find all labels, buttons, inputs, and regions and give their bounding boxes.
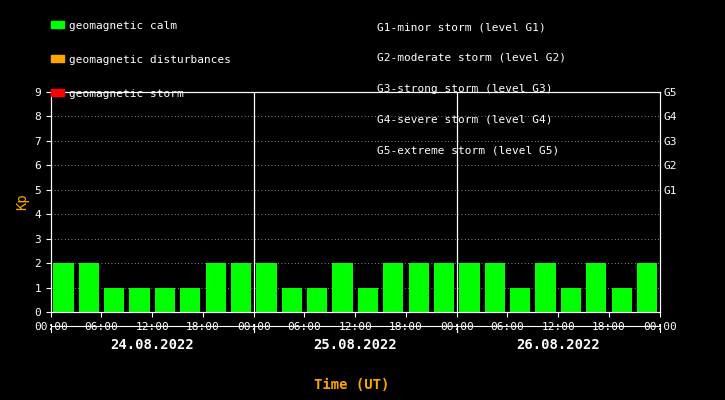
Bar (54, 263, 73, 312)
Bar (484, 263, 505, 312)
Text: geomagnetic storm: geomagnetic storm (69, 89, 183, 99)
Bar (281, 288, 302, 312)
Bar (637, 263, 657, 312)
Text: geomagnetic calm: geomagnetic calm (69, 21, 177, 31)
Bar (332, 263, 352, 312)
Text: geomagnetic disturbances: geomagnetic disturbances (69, 55, 231, 65)
Bar (78, 263, 99, 312)
Text: G5-extreme storm (level G5): G5-extreme storm (level G5) (377, 145, 559, 155)
Bar (357, 288, 378, 312)
Bar (231, 263, 251, 312)
Text: 24.08.2022: 24.08.2022 (110, 338, 194, 352)
Bar (459, 263, 479, 312)
Text: G2-moderate storm (level G2): G2-moderate storm (level G2) (377, 53, 566, 63)
Text: Time (UT): Time (UT) (314, 378, 389, 392)
Bar (611, 288, 631, 312)
Bar (307, 288, 327, 312)
Text: G4-severe storm (level G4): G4-severe storm (level G4) (377, 114, 552, 124)
Bar (205, 263, 225, 312)
Text: G3-strong storm (level G3): G3-strong storm (level G3) (377, 84, 552, 94)
Bar (586, 263, 606, 312)
Bar (256, 263, 276, 312)
Bar (180, 288, 200, 312)
Bar (510, 288, 530, 312)
Bar (383, 263, 403, 312)
Bar (154, 288, 175, 312)
Y-axis label: Kp: Kp (14, 194, 29, 210)
Bar (129, 288, 149, 312)
Bar (104, 288, 125, 312)
Text: G1-minor storm (level G1): G1-minor storm (level G1) (377, 22, 546, 32)
Bar (434, 263, 454, 312)
Bar (408, 263, 428, 312)
Bar (535, 263, 555, 312)
Text: 25.08.2022: 25.08.2022 (313, 338, 397, 352)
Bar (560, 288, 581, 312)
Text: 26.08.2022: 26.08.2022 (516, 338, 600, 352)
